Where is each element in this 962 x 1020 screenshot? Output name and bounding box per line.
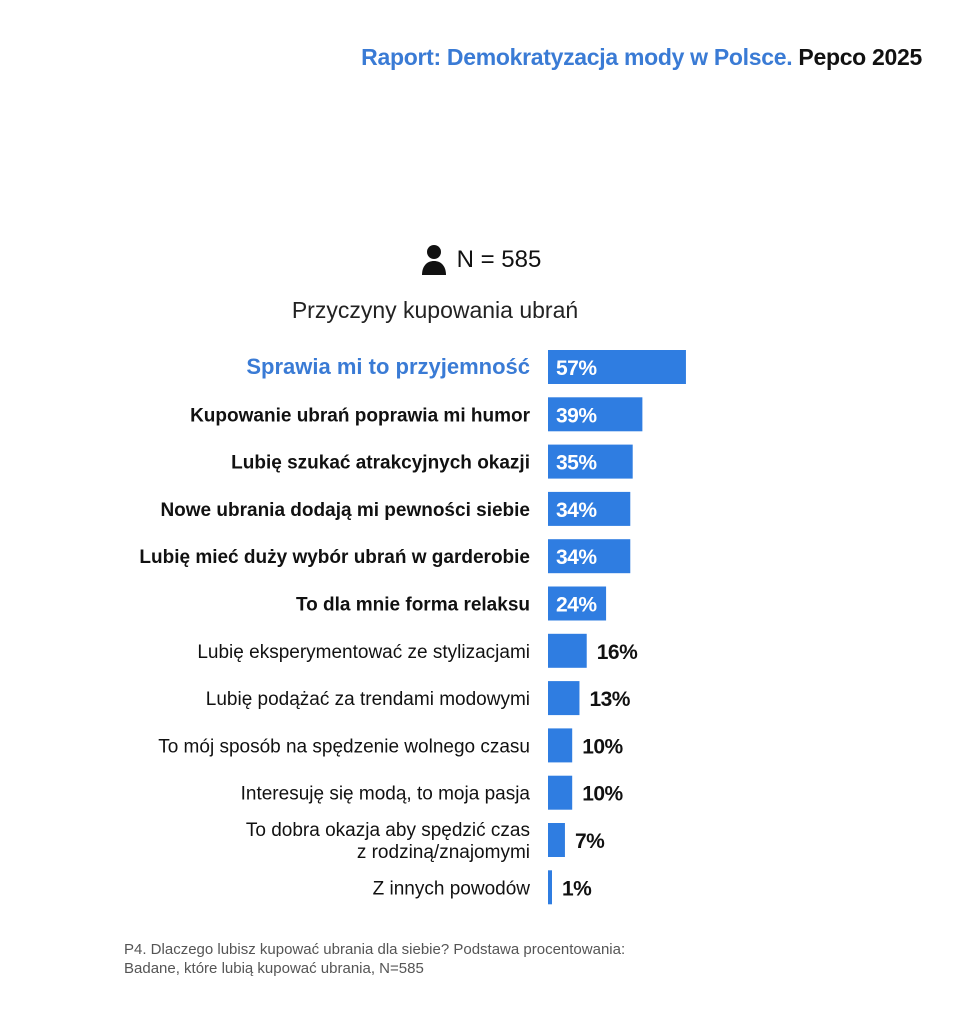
value-label-3: 35%: [556, 452, 597, 475]
bar-1: [548, 350, 686, 384]
bar-5: [548, 539, 631, 574]
footnote-line-2: Badane, które lubią kupować ubrania, N=5…: [124, 960, 424, 977]
category-label-11: To dobra okazja aby spędzić czas z rodzin…: [246, 820, 530, 863]
bar-12: [548, 870, 552, 905]
chart-title: Przyczyny kupowania ubrań: [291, 297, 579, 323]
sample-size: N = 585: [456, 246, 542, 273]
footnote-line-1: P4. Dlaczego lubisz kupować ubrania dla …: [124, 941, 626, 958]
footnote: P4. Dlaczego lubisz kupować ubrania dla …: [124, 940, 625, 978]
bar-6: [548, 586, 607, 621]
bar-7: [548, 633, 587, 668]
value-label-9: 10%: [582, 735, 623, 758]
bar-10: [548, 775, 573, 810]
person-icon: [421, 244, 447, 276]
value-label-6: 24%: [556, 594, 597, 617]
value-label-2: 39%: [556, 404, 597, 427]
brand-year: Pepco 2025: [798, 44, 922, 70]
value-label-8: 13%: [589, 688, 630, 711]
bar-8: [548, 681, 580, 716]
category-label-6: To dla mnie forma relaksu: [296, 595, 530, 616]
report-title: Raport: Demokratyzacja mody w Polsce.: [361, 44, 793, 70]
bar-9: [548, 728, 573, 763]
category-label-9: To mój sposób na spędzenie wolnego czasu: [158, 736, 530, 757]
value-label-4: 34%: [556, 499, 597, 522]
value-label-5: 34%: [556, 546, 597, 569]
category-label-8: Lubię podążać za trendami modowymi: [206, 689, 530, 710]
category-label-5: Lubię mieć duży wybór ubrań w garderobie: [139, 547, 530, 568]
category-label-10: Interesuję się modą, to moja pasja: [241, 784, 531, 805]
category-label-1: Sprawia mi to przyjemność: [246, 354, 530, 379]
value-label-1: 57%: [556, 357, 597, 380]
bar-11: [548, 823, 565, 857]
value-label-10: 10%: [582, 783, 623, 806]
bar-3: [548, 444, 633, 479]
category-label-4: Nowe ubrania dodają mi pewności siebie: [160, 500, 530, 521]
sample-size-row: N = 585: [0, 244, 962, 281]
category-label-3: Lubię szukać atrakcyjnych okazji: [231, 453, 530, 474]
value-label-12: 1%: [562, 877, 592, 900]
category-label-2: Kupowanie ubrań poprawia mi humor: [190, 405, 531, 426]
category-label-7: Lubię eksperymentować ze stylizacjami: [197, 642, 530, 663]
bar-2: [548, 397, 643, 432]
bar-chart: 57% Sprawia mi to przyjemność 39% Kupowanie…: [139, 350, 686, 905]
bar-4: [548, 491, 631, 526]
report-header: Raport: Demokratyzacja mody w Polsce. Pe…: [361, 44, 922, 71]
category-label-12: Z innych powodów: [373, 878, 531, 899]
value-label-11: 7%: [575, 830, 605, 853]
value-label-7: 16%: [597, 641, 638, 664]
